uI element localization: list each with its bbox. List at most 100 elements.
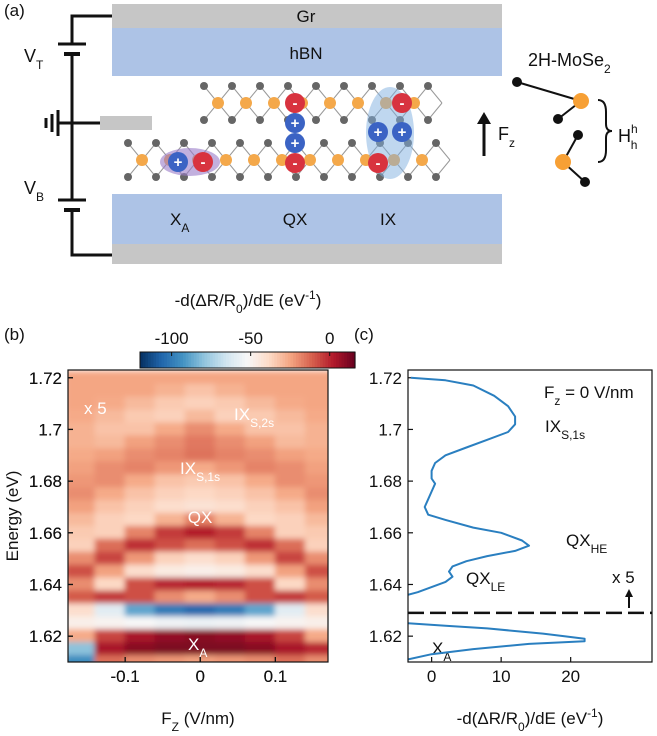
contact — [100, 116, 152, 130]
field-arrow-head — [477, 112, 491, 124]
colorbar-swatch — [177, 352, 181, 368]
heat-cell — [184, 474, 216, 489]
heat-cell — [304, 590, 328, 605]
material-label: 2H-MoSe2 — [528, 50, 611, 76]
atom-se — [124, 139, 132, 147]
heat-cell — [68, 603, 96, 618]
electron — [285, 93, 305, 113]
heat-cell — [94, 487, 126, 501]
colorbar-swatch — [290, 352, 294, 368]
heat-cell — [274, 396, 306, 411]
colorbar-swatch — [306, 352, 310, 368]
heat-cell — [214, 538, 246, 553]
exciton-label: QX — [283, 210, 308, 229]
heat-cell — [274, 370, 306, 385]
heat-cell — [274, 655, 306, 662]
heat-cell — [214, 564, 246, 579]
atom-mo — [555, 154, 571, 170]
colorbar-swatch — [271, 352, 275, 368]
heat-cell — [94, 551, 126, 566]
heat-cell — [68, 538, 96, 553]
heat-cell — [214, 487, 246, 501]
heat-cell — [124, 538, 156, 553]
colorbar-swatch — [169, 352, 173, 368]
heat-cell — [304, 564, 328, 579]
atom-se — [424, 82, 432, 90]
colorbar-swatch — [174, 352, 179, 368]
heat-cell — [184, 590, 216, 605]
atom-se — [424, 116, 432, 124]
heat-cell — [68, 396, 96, 411]
heat-cell — [124, 422, 156, 437]
colorbar-swatch — [266, 352, 270, 368]
heat-cell — [68, 512, 96, 527]
atom-se — [256, 116, 264, 124]
heat-cell — [154, 474, 186, 489]
heat-cell — [184, 383, 216, 398]
heat-cell — [304, 487, 328, 501]
electron — [368, 153, 388, 173]
heat-cell — [124, 616, 156, 631]
charge-sign: - — [376, 155, 381, 172]
colorbar-swatch — [255, 352, 259, 368]
heat-cell — [244, 590, 276, 605]
heat-cell — [68, 551, 96, 566]
heat-cell — [154, 551, 186, 566]
heat-cell — [124, 512, 156, 527]
heat-cell — [68, 461, 96, 476]
heat-cell — [274, 512, 306, 527]
heat-cell — [304, 512, 328, 527]
stacking-label: Hh h — [618, 122, 638, 152]
heat-cell — [184, 577, 216, 592]
heat-cell — [184, 435, 216, 450]
heat-cell — [244, 448, 276, 463]
heat-cell — [124, 577, 156, 592]
y-tick-label: 1.68 — [369, 472, 402, 491]
heat-cell — [154, 435, 186, 450]
atom-mo — [573, 93, 589, 109]
heat-cell — [94, 603, 126, 618]
heat-cell — [154, 461, 186, 476]
heat-cell — [244, 603, 276, 618]
heat-cell — [124, 564, 156, 579]
colorbar-swatch — [201, 352, 206, 368]
colorbar-tick-label: -50 — [238, 329, 263, 348]
heat-cell — [184, 616, 216, 631]
hole — [168, 152, 188, 172]
exciton-label: XA — [170, 210, 189, 235]
heat-cell — [68, 422, 96, 437]
heat-cell — [274, 642, 306, 657]
heat-cell — [94, 499, 126, 514]
heat-cell — [68, 590, 96, 605]
layer-label: Gr — [297, 7, 316, 26]
colorbar-swatch — [279, 352, 284, 368]
hole — [285, 133, 305, 153]
colorbar-swatch — [320, 352, 324, 368]
heat-cell — [304, 370, 328, 385]
atom-se — [432, 173, 440, 181]
heat-cell — [124, 499, 156, 514]
heat-cell — [274, 409, 306, 424]
heat-cell — [154, 487, 186, 501]
heat-cell — [244, 577, 276, 592]
plot-frame — [407, 369, 653, 663]
y-tick-label: 1.72 — [29, 369, 62, 388]
colorbar-swatch — [183, 352, 187, 368]
gate-label: VT — [24, 46, 44, 72]
charge-sign: + — [398, 124, 407, 141]
heat-cell — [184, 564, 216, 579]
atom-se — [236, 173, 244, 181]
colorbar-swatch — [247, 352, 251, 368]
schematic: (a) Gr hBN XA QX IX VT VB — [4, 1, 638, 264]
heat-cell — [244, 474, 276, 489]
x-axis-label: -d(ΔR/R0)/dE (eV-1) — [457, 706, 604, 734]
heat-cell — [304, 577, 328, 592]
colorbar-swatch — [196, 352, 200, 368]
heat-cell — [214, 655, 246, 662]
atom-se — [284, 82, 292, 90]
scale-arrow-head — [625, 589, 633, 597]
electron — [392, 93, 412, 113]
heat-cell — [154, 655, 186, 662]
heat-cell — [304, 409, 328, 424]
layer-label: hBN — [289, 44, 322, 63]
